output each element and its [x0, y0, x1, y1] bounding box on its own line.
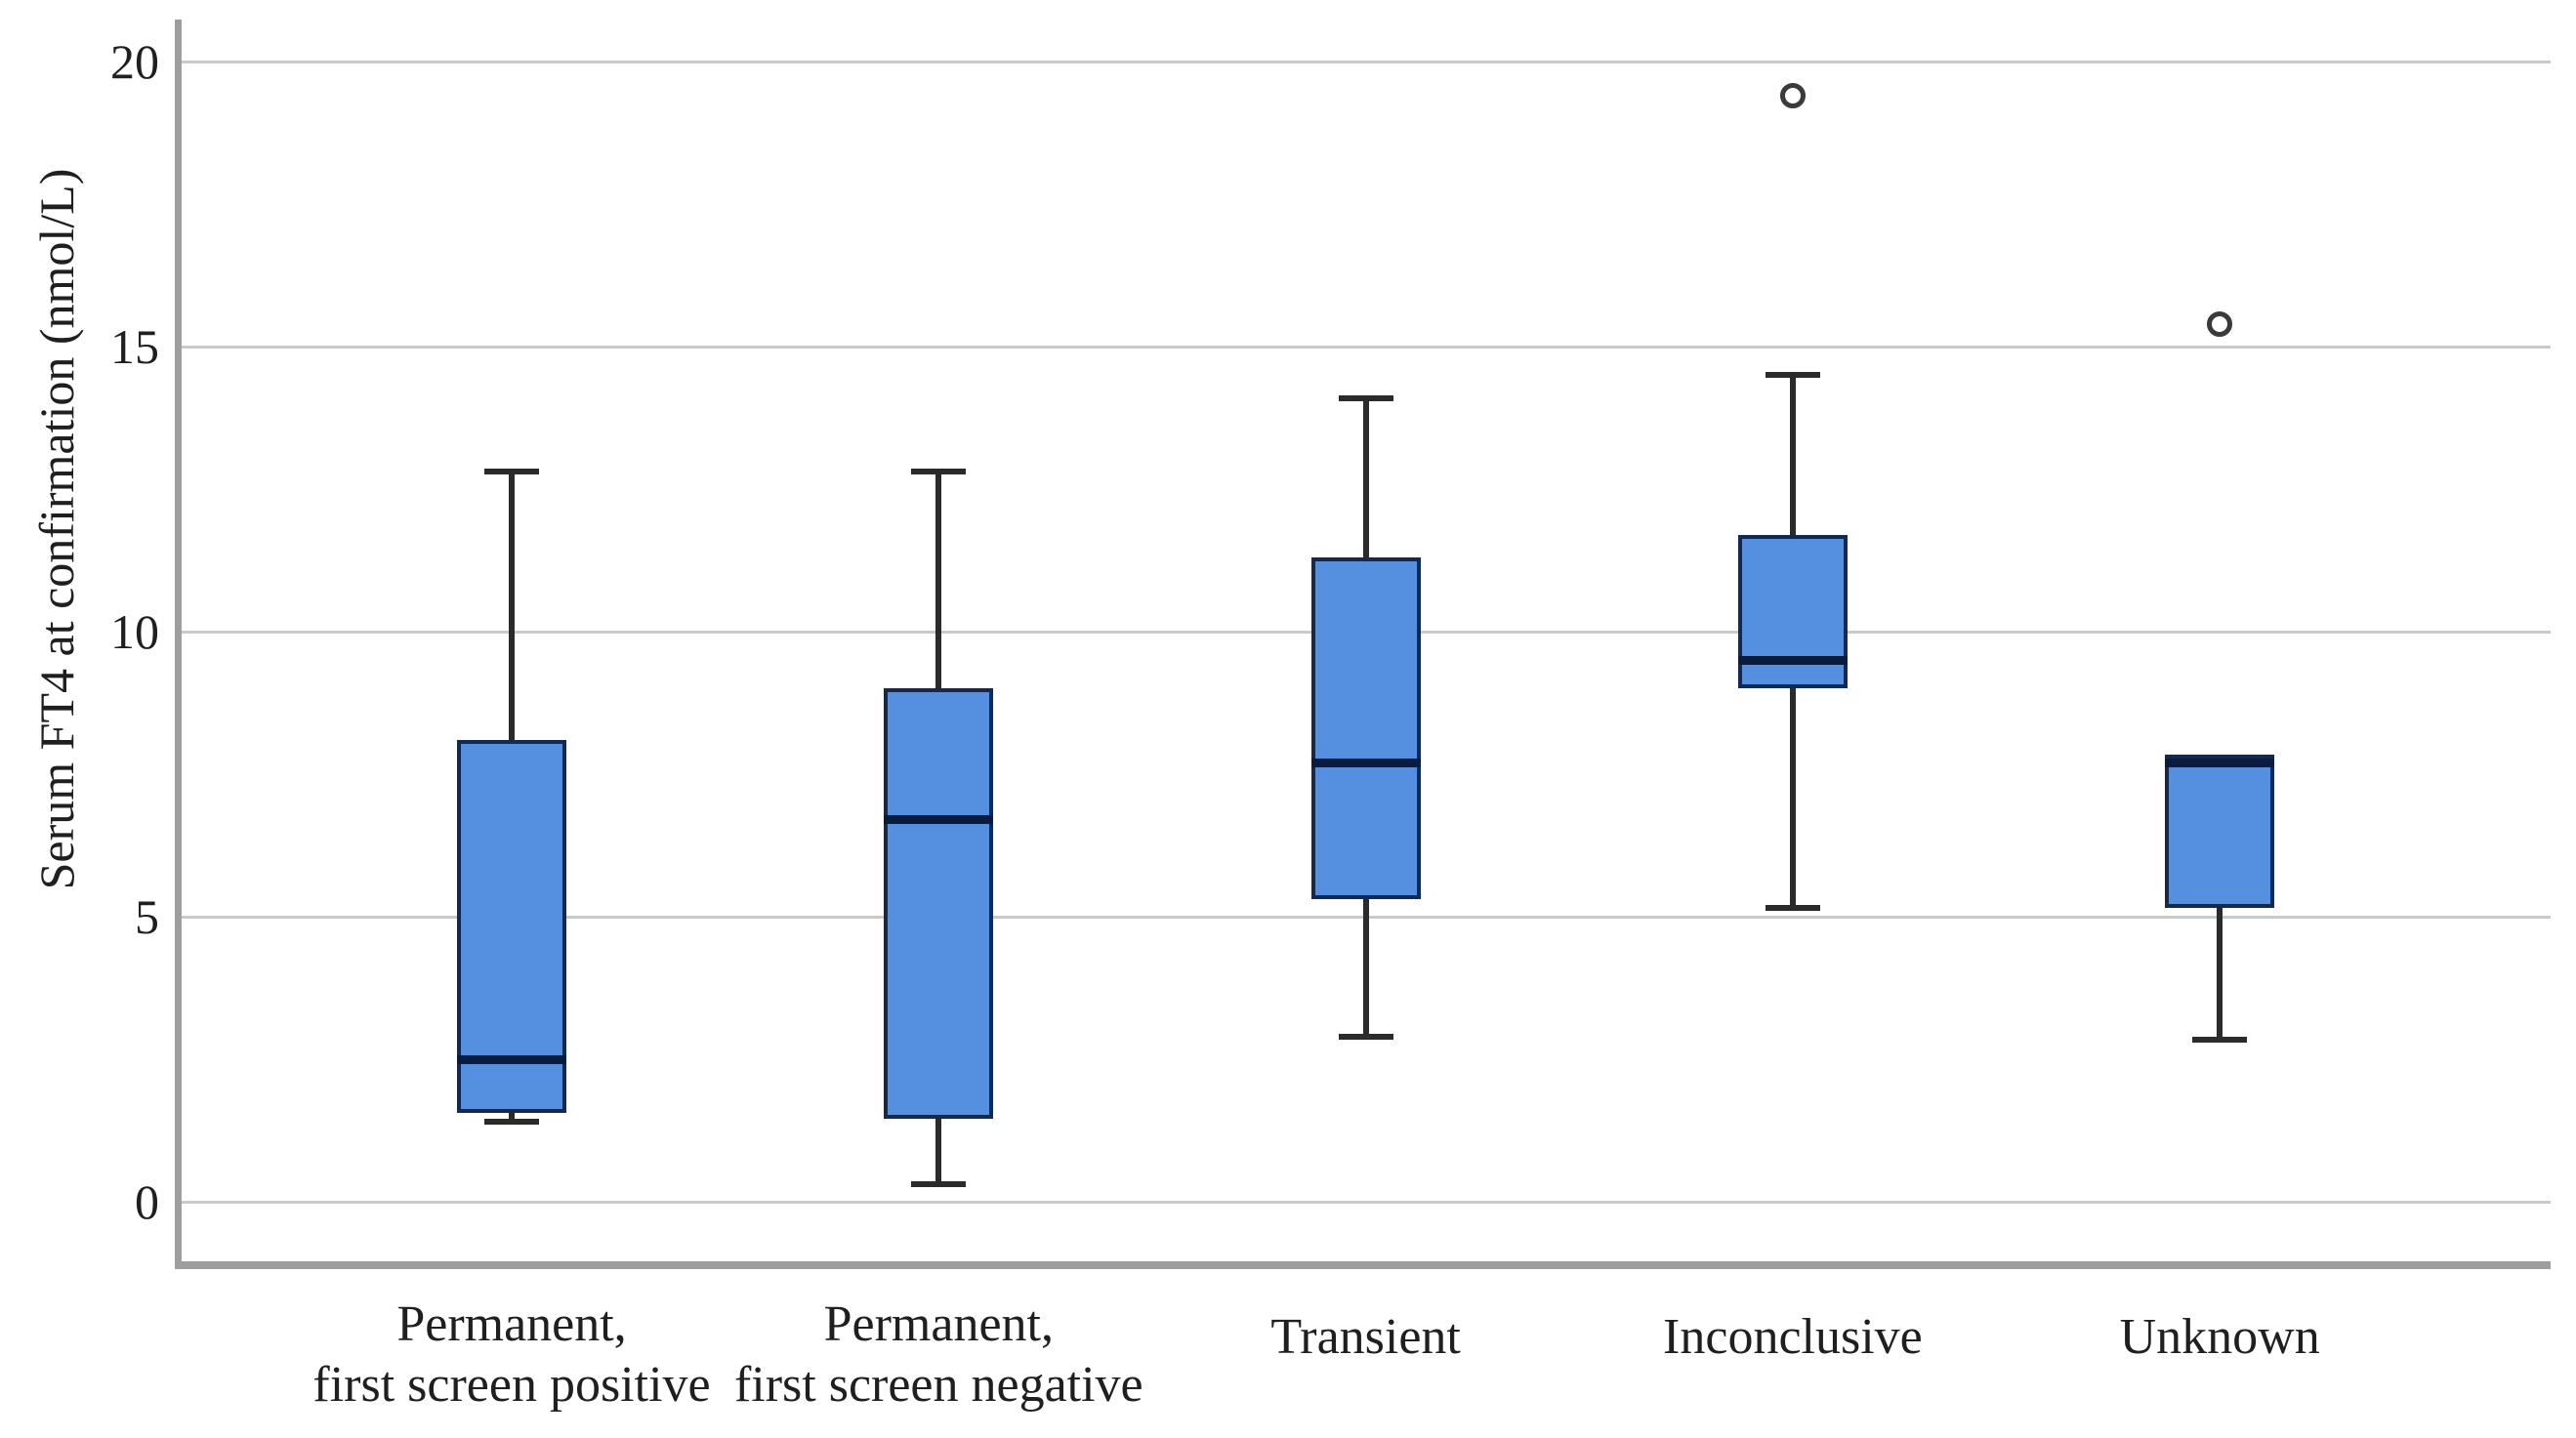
upper-whisker-cap — [1765, 372, 1820, 379]
x-category-label: Inconclusive — [1471, 1307, 2115, 1368]
gridline — [179, 61, 2551, 63]
lower-whisker-line — [935, 1119, 942, 1185]
upper-whisker-line — [509, 472, 515, 740]
outlier-point — [1779, 83, 1806, 109]
upper-whisker-cap — [484, 469, 539, 475]
x-category-label-line: Unknown — [2119, 1309, 2320, 1365]
x-category-label-line: Inconclusive — [1663, 1309, 1923, 1365]
lower-whisker-cap — [911, 1181, 967, 1188]
upper-whisker-line — [1362, 397, 1369, 558]
lower-whisker-cap — [2192, 1036, 2248, 1043]
lower-whisker-cap — [484, 1119, 539, 1126]
boxplot-median-line — [457, 1054, 566, 1064]
boxplot-box — [457, 739, 566, 1114]
lower-whisker-line — [1789, 688, 1796, 909]
boxplot-box — [1310, 557, 1421, 900]
boxplot-median-line — [2165, 758, 2275, 767]
y-tick-label: 10 — [110, 604, 159, 659]
boxplot-median-line — [884, 815, 994, 825]
outlier-point — [2207, 310, 2233, 337]
lower-whisker-line — [2217, 908, 2223, 1040]
x-category-label-line: first screen negative — [733, 1357, 1143, 1413]
y-tick-label: 20 — [110, 34, 159, 89]
x-category-label-line: Permanent, — [823, 1296, 1054, 1352]
gridline — [179, 346, 2551, 349]
upper-whisker-cap — [1338, 394, 1393, 401]
boxplot-median-line — [1737, 655, 1848, 665]
x-category-label: Permanent, first screen positive — [189, 1294, 834, 1416]
lower-whisker-line — [509, 1113, 515, 1123]
lower-whisker-cap — [1765, 905, 1820, 912]
lower-whisker-cap — [1338, 1033, 1393, 1040]
gridline — [179, 1201, 2551, 1204]
x-axis-line — [175, 1261, 2551, 1269]
x-category-label: Permanent, first screen negative — [616, 1294, 1261, 1416]
x-category-label: Unknown — [1897, 1307, 2542, 1368]
upper-whisker-line — [935, 472, 942, 689]
x-category-label: Transient — [1044, 1307, 1688, 1368]
boxplot-box — [2165, 754, 2275, 909]
x-category-label-line: Permanent, — [396, 1296, 627, 1352]
y-tick-label: 5 — [135, 889, 159, 944]
upper-whisker-line — [1789, 375, 1796, 535]
lower-whisker-line — [1362, 899, 1369, 1037]
x-category-label-line: Transient — [1270, 1309, 1461, 1365]
boxplot-box — [1737, 534, 1848, 689]
y-tick-label: 15 — [110, 319, 159, 374]
y-tick-label: 0 — [135, 1174, 159, 1229]
boxplot-box — [884, 688, 994, 1120]
boxplot-median-line — [1310, 758, 1421, 767]
y-axis-line — [175, 20, 182, 1269]
x-category-label-line: first screen positive — [312, 1357, 711, 1413]
upper-whisker-cap — [911, 469, 967, 475]
